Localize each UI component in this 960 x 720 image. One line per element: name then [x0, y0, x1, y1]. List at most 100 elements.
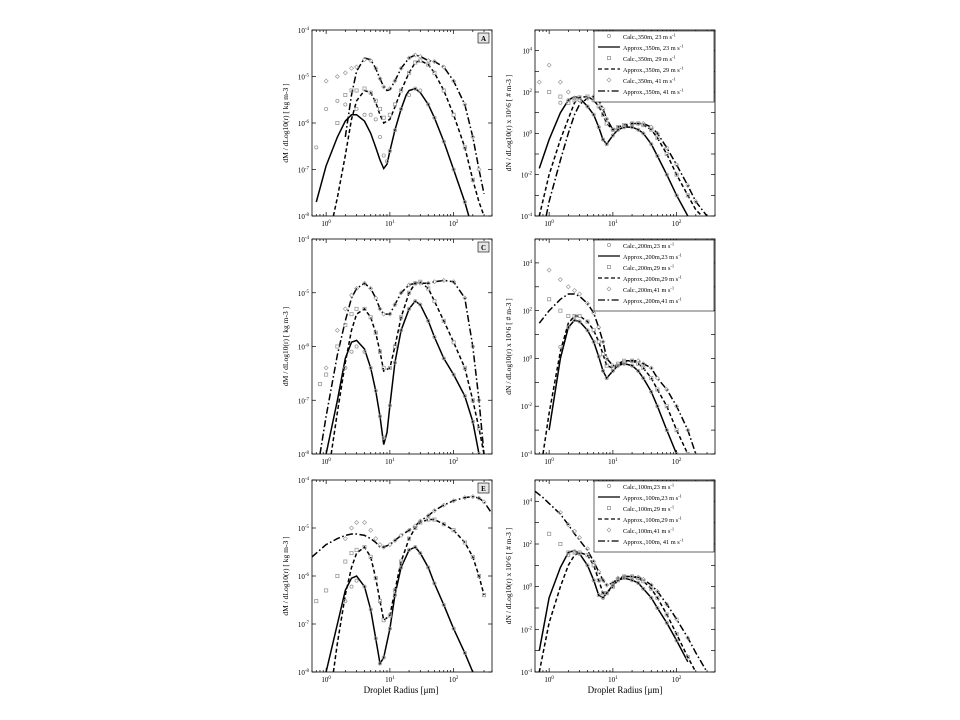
legend-item-d: Calc.,200m,23 m s-1	[623, 242, 674, 251]
y-tick-label-e: 10-8	[298, 669, 310, 677]
legend-f: Calc.,100m,23 m s-1 Approx.,100m,23 m s-1…	[593, 480, 715, 553]
series-c-4-marker	[362, 349, 367, 354]
x-tick-label-e: 100	[321, 676, 331, 684]
series-c-6-marker	[354, 285, 360, 291]
series-f-6-marker	[635, 574, 641, 580]
series-b-6-marker	[685, 182, 691, 188]
series-f-6-marker	[648, 582, 654, 588]
series-c-1-line	[325, 300, 480, 454]
series-e-6-marker	[381, 544, 387, 550]
series-a-4-marker	[441, 139, 446, 144]
series-c-5-marker	[335, 344, 340, 349]
series-d-4-marker	[601, 368, 606, 373]
series-f-5-marker	[572, 550, 577, 555]
series-f-6-marker	[629, 573, 635, 579]
series-d-4-marker	[572, 318, 577, 323]
series-f-6-marker	[664, 601, 670, 607]
series-c-5-marker	[407, 290, 412, 295]
panel-f: 100 101 102 10-4 10-2 100 102 104 dN / dLog10(r)…	[504, 479, 716, 684]
series-b-4-marker	[664, 172, 669, 177]
series-f-6-marker	[591, 559, 597, 565]
series-d-3-line	[538, 293, 697, 454]
series-e-4-marker	[426, 565, 431, 570]
x-tick-label-a: 101	[385, 220, 395, 228]
series-b-4-marker	[610, 133, 615, 138]
series-d-6-marker	[585, 300, 591, 306]
series-b-5-marker	[674, 172, 679, 177]
series-e-6-marker	[349, 525, 355, 531]
series-b-5-marker	[566, 100, 571, 105]
series-e-6-marker	[398, 532, 404, 538]
series-a-4-marker	[335, 98, 340, 103]
series-f-3-line	[535, 490, 708, 672]
series-f-6-marker	[610, 580, 616, 586]
series-c-6-marker	[431, 279, 437, 285]
series-c-6-marker	[412, 280, 418, 286]
panel-c: 100 101 102 10-8 10-7 10-6 10-5 10-4 dM / dLog10…	[281, 236, 493, 477]
legend-item-d: Calc.,200m,41 m s-1	[623, 286, 674, 295]
series-e-5-marker	[349, 551, 354, 556]
series-c-4-marker	[441, 356, 446, 361]
series-e-5-marker	[354, 547, 359, 552]
y-tick-label-a: 10-8	[298, 213, 310, 221]
series-e-5-marker	[343, 559, 348, 564]
series-d-4-marker	[558, 345, 563, 350]
x-tick-label-b: 101	[608, 220, 618, 228]
series-c-4-marker	[462, 393, 467, 398]
series-f-6-marker	[640, 576, 646, 582]
series-c-5-marker	[462, 365, 467, 370]
legend-marker-d	[607, 242, 612, 247]
series-a-5-marker	[432, 70, 437, 75]
x-tick-label-c: 102	[449, 458, 459, 466]
series-e-5-marker	[314, 599, 319, 604]
series-b-5-marker	[655, 135, 660, 140]
x-tick-label-f: 102	[672, 676, 682, 684]
legend-item-d: Approx.,200m,41 m s-1	[623, 297, 682, 306]
series-f-5-marker	[641, 579, 646, 584]
series-b-5-marker	[615, 125, 620, 130]
series-c-4-marker	[482, 474, 485, 477]
series-c-5-marker	[381, 365, 386, 370]
panel-label-box-e	[477, 482, 490, 494]
y-axis-label-e: dM / dLog10(r) [ kg m-3 ]	[281, 536, 290, 615]
legend-marker-f	[607, 505, 612, 510]
x-tick-label-c: 101	[385, 458, 395, 466]
series-b-4-marker	[585, 104, 590, 109]
legend-item-f: Calc.,100m,29 m s-1	[623, 505, 674, 514]
series-f-5-marker	[615, 578, 620, 583]
series-f-6-marker	[557, 509, 563, 515]
series-c-4-marker	[426, 318, 431, 323]
series-e-5-marker	[381, 618, 386, 623]
legend-item-f: Calc.,100m,23 m s-1	[623, 483, 674, 492]
series-c-3-line	[319, 279, 485, 454]
series-b-6-marker	[640, 120, 646, 126]
series-e-6-marker	[354, 520, 360, 526]
series-c-6-marker	[441, 277, 447, 283]
series-b-3-line	[545, 95, 708, 216]
series-d-4-marker	[591, 339, 596, 344]
y-tick-label-f: 102	[523, 541, 533, 549]
legend-marker-d	[607, 264, 612, 269]
series-a-5-markers	[335, 58, 475, 182]
series-a-6-marker	[373, 65, 379, 71]
series-d-6-marker	[674, 403, 680, 409]
series-a-6-marker	[362, 57, 368, 63]
series-c-5-markers	[317, 279, 481, 431]
series-c-6-marker	[377, 306, 383, 312]
series-d-5-marker	[566, 313, 571, 318]
panel-label-box-a	[477, 32, 490, 44]
legend-b-marker	[607, 56, 612, 61]
series-e-5-marker	[362, 545, 367, 550]
series-e-4-marker	[399, 565, 404, 570]
series-a-5-marker	[399, 88, 404, 93]
series-d-5-marker	[615, 361, 620, 366]
series-f-6-marker	[615, 575, 621, 581]
series-d-6-marker	[572, 287, 578, 293]
y-axis-label-a: dM / dLog10(r) [ kg m-3 ]	[281, 83, 290, 162]
series-a-4-marker	[378, 134, 383, 139]
series-f-5-marker	[604, 591, 609, 596]
series-b-5-marker	[572, 98, 577, 103]
y-tick-label-c: 10-5	[298, 290, 310, 298]
series-e-5-marker	[368, 554, 373, 559]
y-tick-label-f: 10-4	[521, 669, 533, 677]
